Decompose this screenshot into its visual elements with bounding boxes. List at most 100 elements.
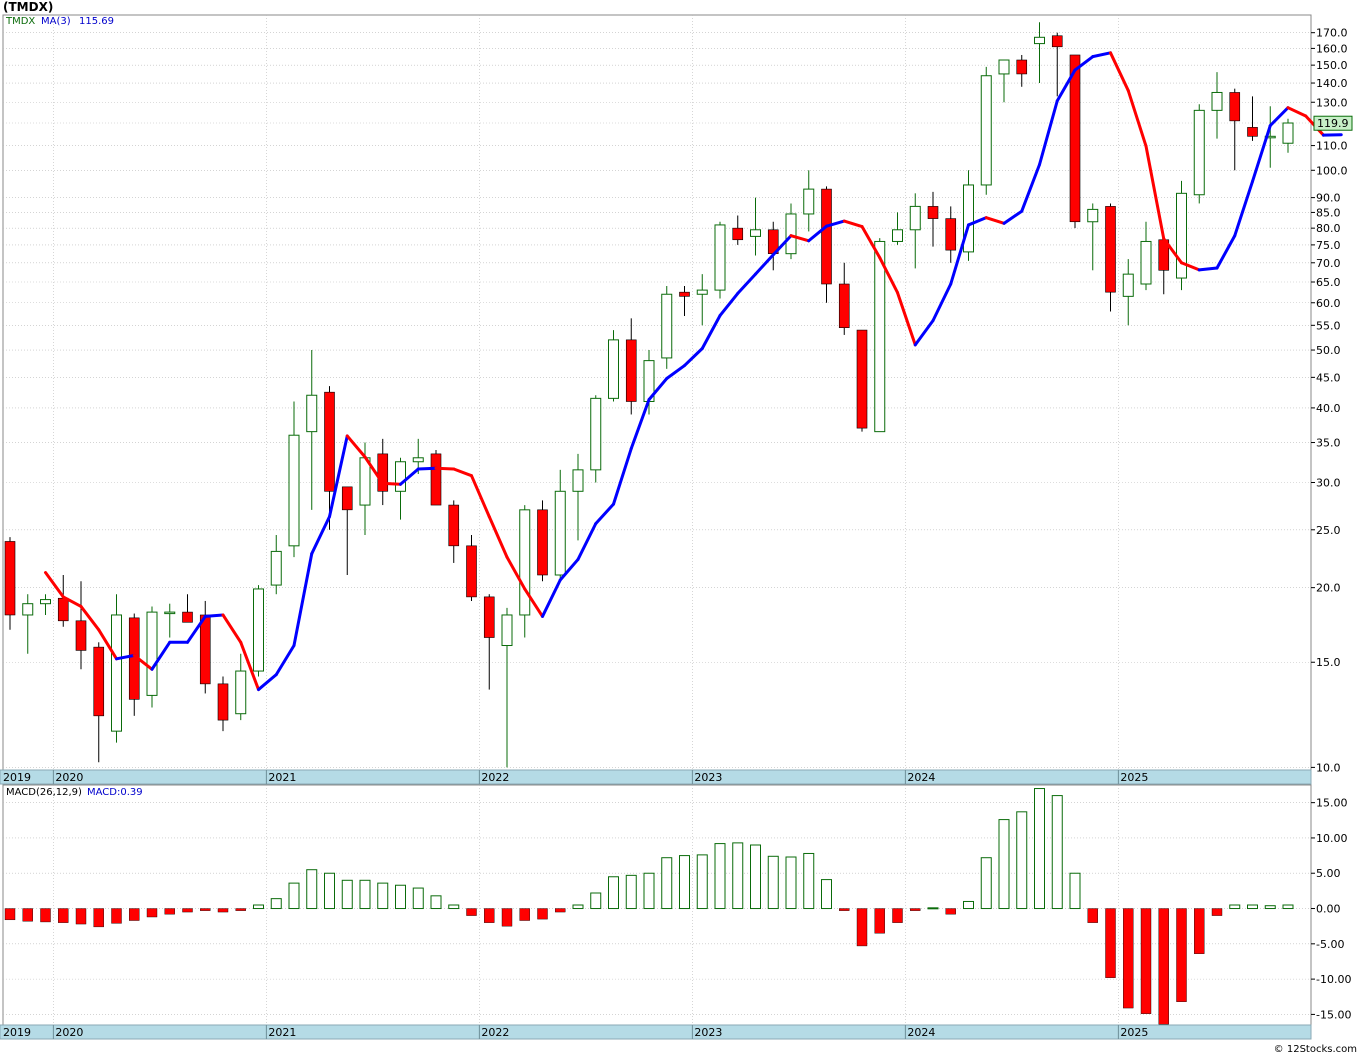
macd-bar-positive xyxy=(270,898,282,910)
candle-body-down xyxy=(1105,206,1116,293)
macd-bar-positive xyxy=(1069,872,1081,910)
candle-body-down xyxy=(377,453,389,492)
candle xyxy=(324,386,335,530)
candle-body-up xyxy=(412,457,424,463)
ma-segment xyxy=(807,224,828,243)
macd-bar-positive xyxy=(927,907,939,910)
ma-segment xyxy=(239,640,260,692)
ma-segment xyxy=(97,628,118,661)
candle xyxy=(945,206,957,263)
macd-bar-negative xyxy=(200,908,211,911)
candle xyxy=(1282,118,1294,153)
candle-body-up xyxy=(998,59,1010,75)
price-tick-label: 30.0 xyxy=(1316,477,1341,490)
candle-body-up xyxy=(1176,192,1187,279)
candle-body-down xyxy=(856,329,868,429)
ma-segment xyxy=(931,282,953,323)
ma-segment xyxy=(1215,234,1237,270)
ma-segment xyxy=(984,216,1006,225)
price-tick-label: 80.0 xyxy=(1316,222,1341,235)
candle xyxy=(341,486,353,575)
macd-bar-positive xyxy=(1016,811,1028,910)
macd-bar-positive xyxy=(359,879,371,910)
ma-segment xyxy=(842,219,864,229)
macd-tick-label: -5.00 xyxy=(1316,938,1344,951)
macd-bar-positive xyxy=(679,855,690,910)
ma-segment xyxy=(665,364,686,381)
candle-body-up xyxy=(1211,91,1223,111)
price-tick-label: 35.0 xyxy=(1316,437,1341,450)
candle-body-up xyxy=(608,339,619,399)
macd-bar-negative xyxy=(182,908,193,913)
candle xyxy=(998,59,1010,103)
price-tick-label: 40.0 xyxy=(1316,402,1341,415)
ma-segment xyxy=(452,467,473,478)
candle xyxy=(217,676,229,732)
candle xyxy=(288,401,300,558)
footer-credit: © 12Stocks.com xyxy=(1274,1044,1357,1055)
macd-bar-positive xyxy=(1264,905,1276,910)
candle xyxy=(821,186,832,303)
candle xyxy=(661,286,673,369)
macd-bar-positive xyxy=(732,842,744,910)
ma-segment xyxy=(132,653,154,671)
macd-bar-negative xyxy=(537,908,548,920)
candle xyxy=(306,350,318,510)
macd-bar-positive xyxy=(288,882,300,910)
ma-segment xyxy=(1038,99,1059,167)
price-legend-symbol: TMDX xyxy=(5,16,35,27)
candle xyxy=(483,594,495,690)
macd-bar-positive xyxy=(998,819,1010,910)
candle xyxy=(377,438,389,506)
ma-segment xyxy=(61,595,83,608)
ma-segment xyxy=(629,398,651,451)
candle xyxy=(625,318,637,415)
candle-body-up xyxy=(909,205,921,231)
ma-segment xyxy=(949,223,970,286)
macd-bar-positive xyxy=(1051,795,1063,910)
year-band-top-bg xyxy=(0,769,1312,785)
candle xyxy=(466,535,477,601)
ma-segment xyxy=(594,502,615,526)
ma-segment xyxy=(416,466,438,471)
ma-segment xyxy=(470,474,491,519)
candle-body-down xyxy=(182,611,193,623)
ma-segment xyxy=(1286,106,1308,118)
candle-body-up xyxy=(590,397,602,471)
macd-bar-positive xyxy=(661,857,673,910)
ma-segment xyxy=(1233,179,1254,238)
macd-legend-value: MACD:0.39 xyxy=(87,787,143,798)
price-tick-label: 90.0 xyxy=(1316,192,1341,205)
candle-body-up xyxy=(519,509,531,616)
candle-body-down xyxy=(945,218,957,251)
macd-bar-positive xyxy=(448,904,460,910)
macd-bar-positive xyxy=(608,876,619,910)
candle-body-down xyxy=(199,614,211,685)
candle xyxy=(448,500,460,563)
candle xyxy=(1140,221,1152,291)
candle xyxy=(750,197,761,256)
macd-bar-negative xyxy=(1105,908,1116,978)
macd-bar-positive xyxy=(377,882,389,910)
ma-segment xyxy=(825,219,846,228)
ma-segment xyxy=(1180,261,1201,272)
top-year-label: 2022 xyxy=(481,771,509,784)
ma-segment xyxy=(1251,124,1272,183)
candle-body-down xyxy=(732,227,744,241)
macd-bar-positive xyxy=(324,872,335,910)
footer-bg xyxy=(0,1040,1360,1056)
price-tick-label: 60.0 xyxy=(1316,297,1341,310)
candle xyxy=(270,535,282,595)
ma-segment xyxy=(1055,68,1077,103)
ma-segment xyxy=(115,653,136,661)
candle-body-up xyxy=(111,614,122,732)
price-tick-label: 25.0 xyxy=(1316,524,1341,537)
ma-segment xyxy=(186,614,207,644)
macd-bar-positive xyxy=(643,872,655,910)
candle xyxy=(732,215,744,245)
ma-segment xyxy=(221,613,243,644)
ma-segment xyxy=(150,640,172,671)
candle xyxy=(1034,22,1045,84)
macd-panel: -15.00 -10.00 -5.00 0.00 5.00 10.00 15.00 MACD… xyxy=(2,784,1351,1026)
macd-bar-negative xyxy=(1211,908,1223,916)
